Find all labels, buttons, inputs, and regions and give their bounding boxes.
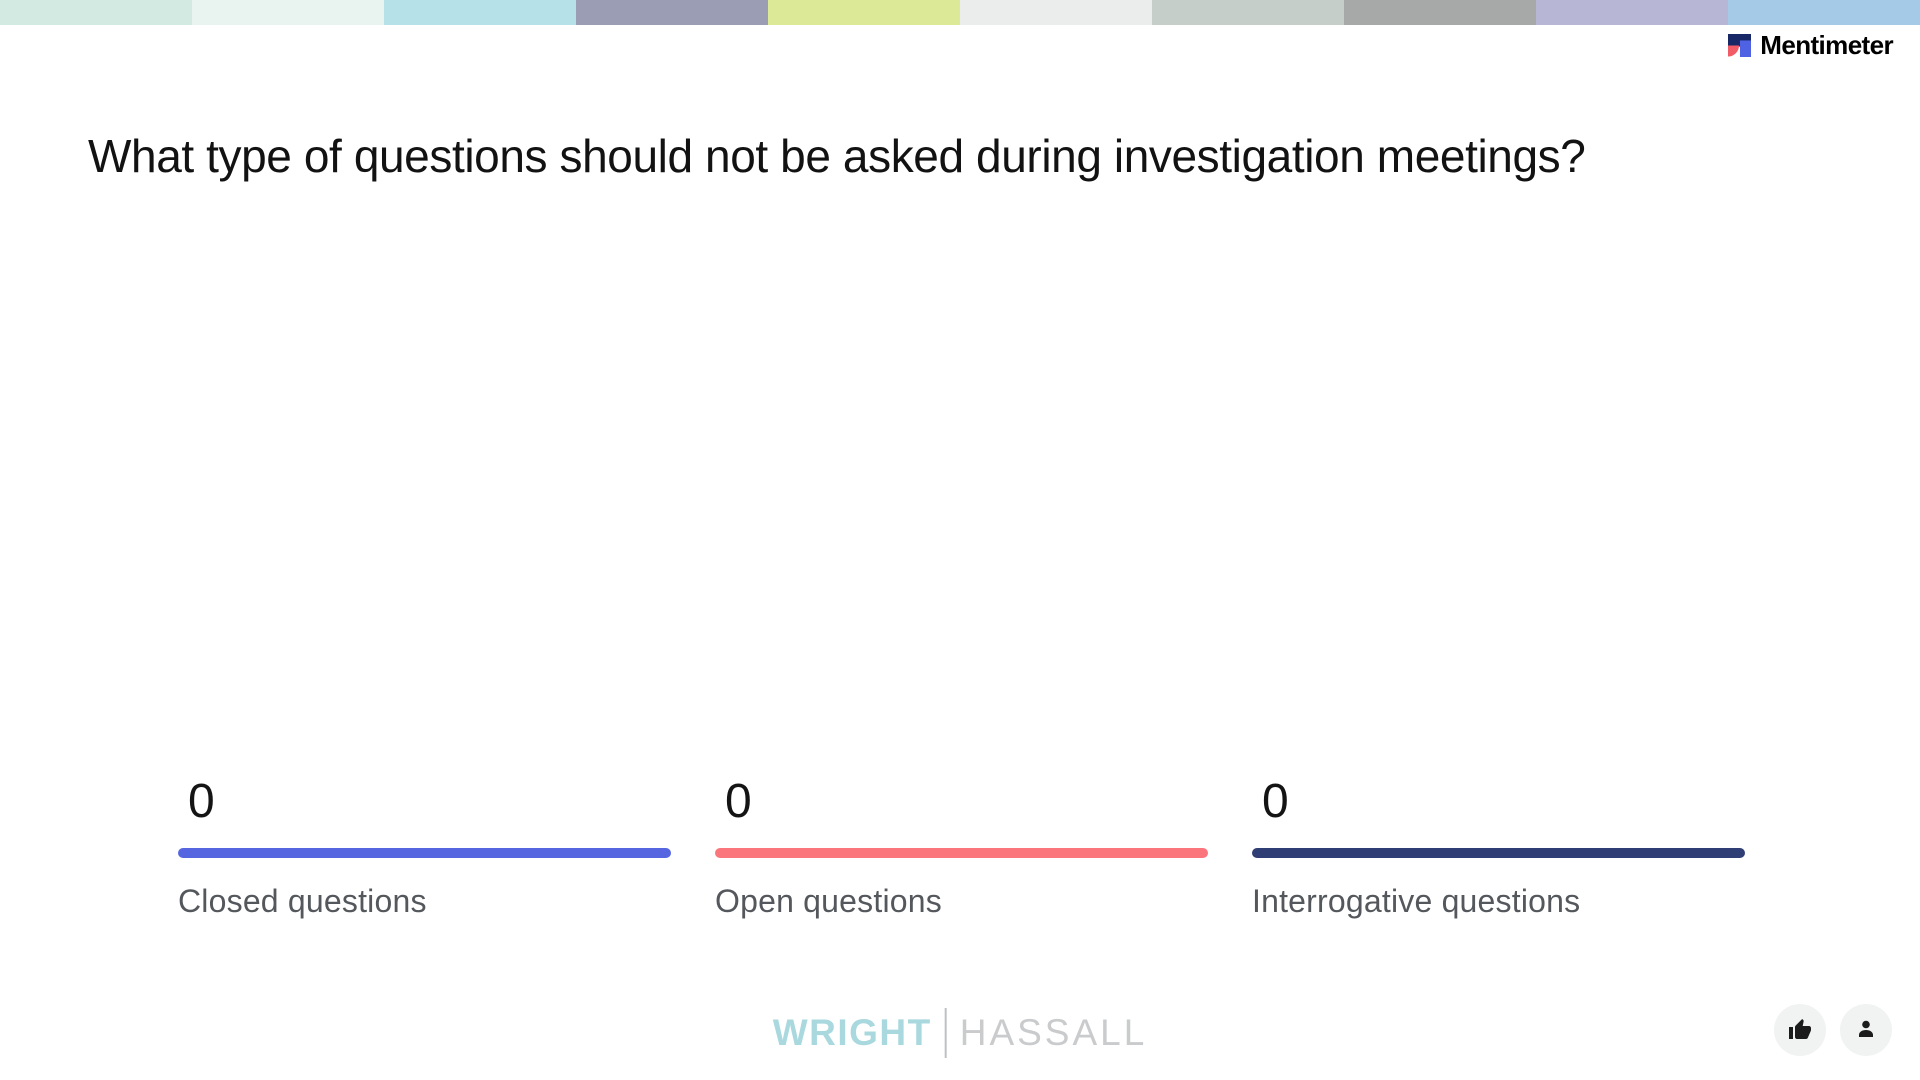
bar-value: 0 xyxy=(1262,775,1289,828)
strip-segment xyxy=(768,0,960,25)
mentimeter-logo: Mentimeter xyxy=(1728,30,1894,61)
bar xyxy=(1252,848,1745,858)
bar-value: 0 xyxy=(725,775,752,828)
strip-segment xyxy=(384,0,576,25)
top-color-strip xyxy=(0,0,1920,25)
strip-segment xyxy=(192,0,384,25)
bar-label: Closed questions xyxy=(178,883,427,919)
strip-segment xyxy=(960,0,1152,25)
bar xyxy=(178,848,671,858)
bar-label: Open questions xyxy=(715,883,942,919)
watermark-wright: WRIGHT xyxy=(772,1012,932,1053)
person-icon xyxy=(1854,1018,1878,1042)
watermark-hassall: HASSALL xyxy=(959,1012,1148,1053)
strip-segment xyxy=(1344,0,1536,25)
strip-segment xyxy=(1152,0,1344,25)
chart-column-interrogative-questions: 0 Interrogative questions xyxy=(1252,778,1745,920)
action-buttons xyxy=(1774,1004,1892,1056)
strip-segment xyxy=(1536,0,1728,25)
thumbs-up-icon xyxy=(1788,1018,1812,1042)
strip-segment xyxy=(0,0,192,25)
watermark-divider xyxy=(944,1008,947,1058)
bar-label: Interrogative questions xyxy=(1252,883,1581,919)
bar-value: 0 xyxy=(188,775,215,828)
like-button[interactable] xyxy=(1774,1004,1826,1056)
participants-button[interactable] xyxy=(1840,1004,1892,1056)
wright-hassall-watermark: WRIGHT HASSALL xyxy=(773,1008,1148,1058)
strip-segment xyxy=(1728,0,1920,25)
chart-column-closed-questions: 0 Closed questions xyxy=(178,778,671,920)
bar xyxy=(715,848,1208,858)
mentimeter-wordmark: Mentimeter xyxy=(1760,30,1893,60)
chart-column-open-questions: 0 Open questions xyxy=(715,778,1208,920)
question-title: What type of questions should not be ask… xyxy=(88,130,1586,182)
strip-segment xyxy=(576,0,768,25)
mentimeter-m-icon xyxy=(1728,34,1752,57)
